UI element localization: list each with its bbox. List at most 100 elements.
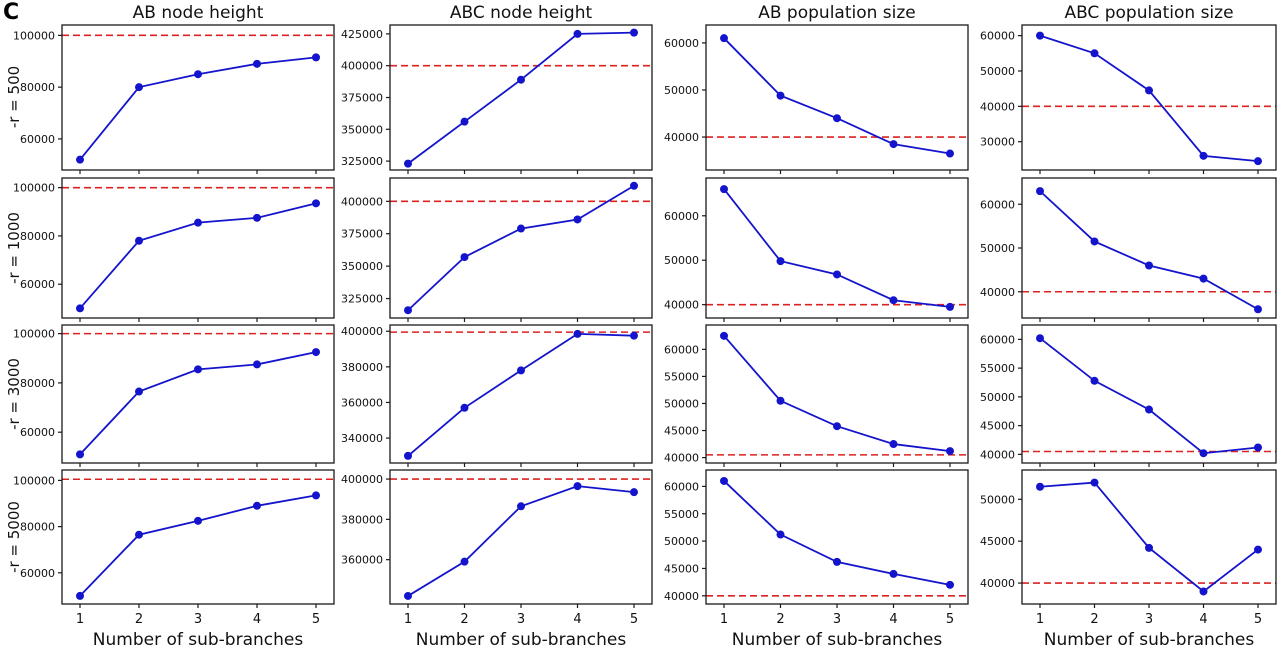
subplot: 40000 50000 60000 [664,177,969,322]
x-tick-label: 2 [776,612,784,627]
y-tick-label: 100000 [13,328,55,341]
axes-box [1021,24,1277,171]
y-tick-label: 325000 [341,155,383,168]
y-tick-label: 40000 [664,299,699,312]
data-point [135,387,143,396]
subplot: 325000 350000 375000 400000 [341,177,653,322]
data-point [630,331,638,340]
y-tick-label: 400000 [341,195,383,208]
x-tick-label: 1 [76,612,84,627]
y-tick-label: 60000 [664,343,699,356]
data-point [776,396,785,405]
data-point [573,29,582,38]
data-point [517,502,525,511]
y-tick-label: 45000 [664,562,699,575]
axes-box [61,469,335,605]
data-point [1145,405,1153,414]
y-tick-label: 50000 [664,397,699,410]
data-point [312,199,320,208]
data-point [720,34,728,43]
data-point [776,530,785,539]
data-point [1036,31,1044,40]
y-tick-label: 100000 [13,182,55,195]
data-point [76,155,84,164]
x-tick-label: 4 [889,612,897,627]
series-line [407,31,635,165]
axes-box [1021,469,1277,605]
data-point [630,488,638,497]
y-tick-label: 50000 [980,493,1015,506]
data-point [889,140,898,149]
data-point [720,331,728,340]
data-point [76,450,84,459]
data-point [1254,443,1262,452]
y-tick-label: 375000 [341,92,383,105]
y-tick-label: 60000 [664,37,699,50]
x-tick-label: 4 [253,612,261,627]
y-tick-label: 45000 [664,425,699,438]
data-point [573,215,582,224]
data-point [889,569,898,578]
column-title-ab-node-height: AB node height [132,3,264,23]
data-point [573,482,582,491]
data-point [573,329,582,338]
axes-box [705,24,969,171]
x-tick-label: 5 [630,612,638,627]
y-tick-label: 80000 [20,230,55,243]
data-point [194,365,202,374]
data-point [1036,482,1044,491]
panel-label: C [3,0,20,25]
series-line [1039,337,1259,455]
subplot: 60000 80000 100000 [13,24,335,174]
series-line [723,188,951,308]
x-tick-label: 1 [720,612,728,627]
data-point [1036,334,1044,343]
y-tick-label: 60000 [980,198,1015,211]
data-point [1145,543,1153,552]
data-point [630,28,638,37]
data-point [76,591,84,600]
data-point [776,257,785,266]
data-point [630,181,638,190]
subplot: 40000 45000 50000 55000 60000 [980,324,1277,467]
data-point [76,304,84,313]
data-point [1254,157,1262,166]
y-tick-label: 40000 [664,452,699,465]
x-tick-label: 3 [833,612,841,627]
y-tick-label: 80000 [20,377,55,390]
y-tick-label: 60000 [980,30,1015,43]
y-tick-label: 100000 [13,474,55,487]
y-tick-label: 425000 [341,28,383,41]
subplot: 60000 80000 100000 1 2 3 4 5 [13,469,335,627]
data-point [460,557,469,566]
data-point [946,149,954,158]
data-point [135,236,143,245]
data-point [1090,237,1099,246]
data-point [833,114,841,123]
axes-box [389,324,653,464]
data-point [404,591,412,600]
y-tick-label: 40000 [980,286,1015,299]
x-tick-label: 5 [312,612,320,627]
data-point [889,296,898,305]
series-line [723,37,951,155]
y-tick-label: 380000 [341,513,383,526]
column-title-ab-population-size: AB population size [758,3,916,23]
axes-box [705,469,969,605]
y-tick-label: 60000 [664,480,699,493]
data-point [312,491,320,500]
y-tick-label: 55000 [980,362,1015,375]
data-point [1199,274,1208,283]
data-point [135,530,143,539]
x-tick-label: 2 [135,612,143,627]
data-point [194,516,202,525]
y-tick-label: 400000 [341,60,383,73]
series-line [723,480,951,586]
y-tick-label: 40000 [980,100,1015,113]
y-tick-label: 80000 [20,521,55,534]
x-tick-label: 3 [517,612,525,627]
data-point [194,70,202,79]
data-point [833,422,841,431]
data-point [1090,376,1099,385]
data-point [1254,545,1262,554]
